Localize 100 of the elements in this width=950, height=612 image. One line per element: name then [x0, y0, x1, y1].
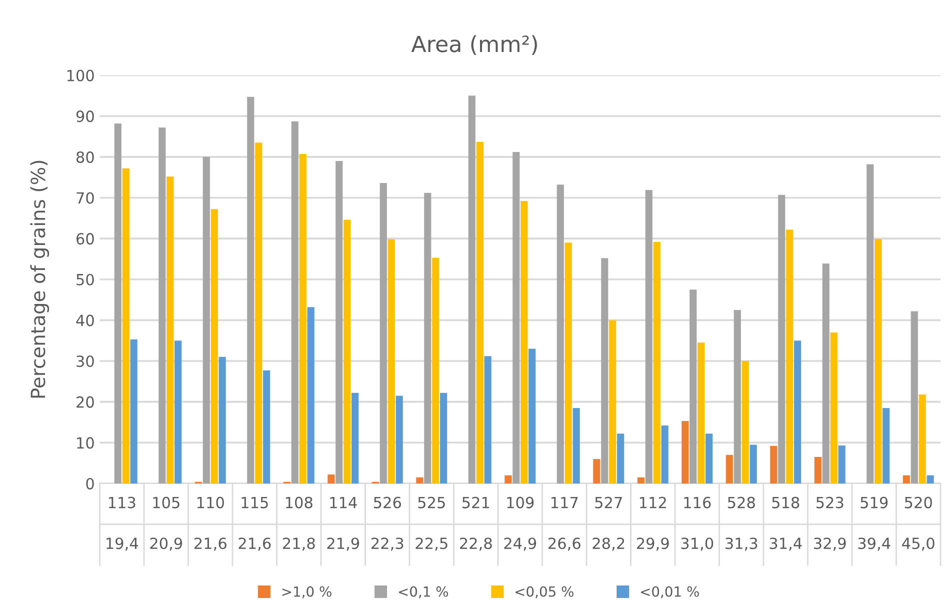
legend-label: >1,0 %: [282, 586, 332, 598]
bar: [484, 356, 492, 484]
bar: [122, 168, 130, 484]
bar: [637, 477, 644, 484]
bar: [593, 458, 600, 484]
category-label: 520 45,0: [902, 496, 934, 551]
bar: [247, 96, 254, 484]
bar: [512, 152, 520, 484]
bar: [822, 263, 830, 484]
bar: [910, 311, 918, 484]
category-label: 113 19,4: [106, 496, 138, 551]
bar: [770, 446, 778, 484]
category-label: 110 21,6: [194, 496, 226, 551]
y-tick-label: 20: [76, 396, 94, 408]
bar: [520, 201, 528, 484]
bar: [440, 392, 448, 484]
bar: [601, 258, 608, 484]
y-tick-label: 40: [76, 314, 94, 326]
category-label: 115 21,6: [238, 496, 271, 551]
category-label: 112 29,9: [636, 496, 669, 551]
bar: [166, 176, 174, 484]
bar: [210, 209, 218, 484]
bar: [794, 340, 802, 484]
bar: [690, 290, 697, 484]
category-label: 116 31,0: [681, 496, 714, 551]
bar: [661, 426, 668, 484]
category-label: 109 24,9: [504, 496, 536, 551]
y-tick-label: 100: [67, 70, 94, 82]
bar: [158, 128, 166, 484]
y-tick-label: 70: [76, 192, 94, 204]
bar: [202, 156, 210, 484]
category-label: 521 22,8: [460, 496, 492, 551]
bar: [918, 394, 926, 484]
bar: [874, 238, 882, 484]
category-label: 527 28,2: [592, 496, 624, 551]
bar: [902, 475, 910, 484]
category-label: 518 31,4: [770, 496, 802, 551]
bar: [263, 370, 270, 484]
y-tick-label: 90: [76, 110, 94, 122]
bar: [706, 434, 713, 484]
bar: [698, 342, 705, 484]
bar: [344, 220, 351, 484]
bar: [291, 121, 298, 484]
bar: [882, 408, 890, 484]
bar: [838, 446, 846, 484]
bar: [682, 421, 689, 484]
bar: [424, 192, 432, 484]
category-label: 526 22,3: [371, 496, 404, 551]
bar: [336, 161, 343, 484]
bar: [609, 320, 616, 484]
bar: [564, 242, 572, 484]
bar: [645, 190, 652, 484]
y-tick-label: 60: [76, 233, 94, 245]
legend-label: <0,05 %: [516, 586, 574, 598]
legend-label: <0,1 %: [398, 586, 448, 598]
bar: [388, 239, 395, 484]
y-tick-label: 10: [77, 437, 94, 449]
bar: [528, 348, 536, 484]
bar: [750, 444, 757, 484]
legend-label: <0,01 %: [641, 586, 699, 598]
bar: [352, 392, 359, 484]
category-label: 114 21,9: [327, 496, 360, 551]
bar: [380, 183, 387, 484]
bar: [504, 475, 512, 484]
bar: [307, 307, 314, 484]
bar: [786, 230, 794, 484]
bar: [416, 477, 424, 484]
y-tick-label: 50: [76, 274, 94, 286]
category-label: 108 21,8: [282, 496, 315, 551]
bar: [396, 396, 403, 484]
bar: [130, 339, 138, 484]
category-label: 525 22,5: [416, 496, 448, 551]
y-tick-label: 30: [76, 355, 94, 368]
bar: [174, 340, 182, 484]
bar: [814, 456, 822, 484]
category-label: 519 39,4: [858, 496, 890, 551]
bar: [778, 194, 786, 484]
bar: [572, 408, 580, 484]
chart-title: Area (mm²): [411, 35, 537, 55]
bar: [476, 142, 484, 484]
bar: [866, 164, 874, 484]
bar: [830, 332, 838, 484]
bar: [328, 474, 335, 484]
bar: [734, 310, 741, 484]
category-label: 105 20,9: [150, 496, 182, 551]
bar: [299, 154, 306, 484]
bar: [556, 184, 564, 484]
bar: [468, 96, 476, 484]
bar: [926, 475, 934, 484]
y-tick-label: 80: [76, 151, 94, 163]
y-tick-label: 0: [86, 478, 94, 490]
category-label: 523 32,9: [814, 496, 846, 551]
bar: [255, 142, 262, 484]
category-label: 528 31,3: [726, 496, 758, 551]
bar: [218, 356, 226, 484]
bar: [653, 242, 660, 484]
bar: [742, 361, 749, 484]
bar: [617, 434, 624, 484]
bar: [114, 123, 122, 484]
category-label: 117 26,6: [548, 496, 580, 551]
